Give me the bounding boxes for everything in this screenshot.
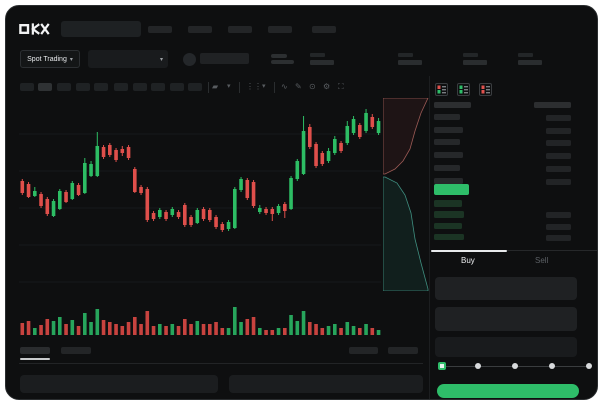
slider-stop[interactable] <box>512 363 518 369</box>
chevron-down-icon: ▾ <box>159 56 163 63</box>
toolbar-divider <box>208 82 209 93</box>
bid-price-bar[interactable] <box>434 222 462 230</box>
nav-item[interactable] <box>268 26 292 33</box>
slider-stop[interactable] <box>438 362 446 370</box>
ask-price-bar[interactable] <box>434 126 463 133</box>
settings-icon[interactable]: ⚙ <box>323 82 331 91</box>
app-window: Spot Trading ▾ ▾ ▰ ▾ ⋮⋮ ▾ ∿ ✎ ⊙ ⚙ ⛶ Buy … <box>5 5 598 400</box>
ask-amount-bar <box>546 140 571 147</box>
bid-price-bar[interactable] <box>434 233 464 241</box>
coin-avatar <box>183 53 196 66</box>
amount-input[interactable] <box>435 307 577 331</box>
stat-label-placeholder <box>518 53 533 57</box>
timeframe-button[interactable] <box>133 83 147 91</box>
draw-tool-icon[interactable]: ✎ <box>295 82 302 91</box>
buy-tab-indicator <box>431 249 507 252</box>
bid-price-bar[interactable] <box>434 211 464 218</box>
ask-price-bar[interactable] <box>434 164 460 171</box>
orderbook-trade-panel: Buy Sell <box>431 76 597 399</box>
tab-sell[interactable]: Sell <box>535 256 549 265</box>
tabbar-divider <box>431 250 597 251</box>
timeframe-button[interactable] <box>94 83 108 91</box>
ask-amount-bar <box>546 165 571 172</box>
okx-logo <box>19 21 55 42</box>
market-type-label: Spot Trading <box>27 55 67 63</box>
ask-amount-bar <box>546 127 571 134</box>
timeframe-button[interactable] <box>57 83 71 91</box>
orderbook-price-header <box>434 102 471 108</box>
timeframe-button[interactable] <box>114 83 128 91</box>
bid-amount-bar <box>546 212 571 219</box>
bottom-tab[interactable] <box>61 347 91 354</box>
book-bids-icon[interactable] <box>457 83 470 96</box>
last-price-bar[interactable] <box>434 184 469 195</box>
fullscreen-icon[interactable]: ⛶ <box>338 82 344 91</box>
search-input[interactable] <box>61 21 141 37</box>
ask-price-bar[interactable] <box>434 152 463 159</box>
slider-stop[interactable] <box>549 363 555 369</box>
book-asks-icon[interactable] <box>479 83 492 96</box>
stat-label-placeholder <box>398 53 413 57</box>
ask-amount-bar <box>546 178 571 185</box>
stat-label-placeholder <box>463 53 478 57</box>
timeframe-button[interactable] <box>151 83 165 91</box>
timeframe-button[interactable] <box>38 83 52 91</box>
nav-item[interactable] <box>228 26 252 33</box>
market-type-dropdown[interactable]: Spot Trading ▾ <box>20 50 80 68</box>
candlestick-chart[interactable] <box>19 99 381 341</box>
nav-item[interactable] <box>188 26 212 33</box>
bottom-divider <box>19 363 423 364</box>
bottom-toolbar-item[interactable] <box>388 347 418 354</box>
bid-amount-bar <box>546 223 571 230</box>
chevron-down-icon: ▾ <box>69 56 73 63</box>
candle-style-icon[interactable]: ▰ <box>212 82 219 91</box>
change-placeholder <box>271 54 287 58</box>
timeframe-button[interactable] <box>20 83 34 91</box>
tab-buy[interactable]: Buy <box>461 256 475 265</box>
ask-price-bar[interactable] <box>434 139 460 146</box>
nav-item[interactable] <box>148 26 172 33</box>
ask-amount-bar <box>546 153 571 160</box>
bottom-toolbar-item[interactable] <box>349 347 378 354</box>
toolbar-divider <box>239 82 240 93</box>
timeframe-button[interactable] <box>188 83 202 91</box>
nav-item[interactable] <box>312 26 336 33</box>
indicator-icon[interactable]: ⋮⋮ <box>246 82 262 91</box>
history-panel-placeholder <box>229 375 423 393</box>
total-input[interactable] <box>435 337 577 357</box>
chevron-down-icon[interactable]: ▾ <box>262 83 266 90</box>
last-price-placeholder <box>200 53 249 64</box>
bid-price-bar[interactable] <box>434 200 462 207</box>
slider-stop[interactable] <box>475 363 481 369</box>
toolbar-divider <box>274 82 275 93</box>
stat-value-placeholder <box>463 60 487 65</box>
change-value-placeholder <box>271 60 294 64</box>
chevron-down-icon[interactable]: ▾ <box>227 83 231 90</box>
orders-panel-placeholder <box>20 375 218 393</box>
panel-divider <box>429 76 430 399</box>
depth-overlay <box>383 98 429 291</box>
ask-price-bar[interactable] <box>434 114 460 120</box>
bottom-tab-active[interactable] <box>20 347 50 354</box>
timeframe-button[interactable] <box>170 83 184 91</box>
stat-value-placeholder <box>398 60 422 65</box>
book-split-icon[interactable] <box>435 83 448 96</box>
bid-amount-bar <box>546 234 571 241</box>
timeframe-button[interactable] <box>76 83 90 91</box>
slider-stop[interactable] <box>586 363 592 369</box>
price-input[interactable] <box>435 277 577 300</box>
pair-selector-dropdown[interactable]: ▾ <box>88 50 168 68</box>
ask-amount-bar <box>546 115 571 121</box>
stat-value-placeholder <box>518 60 542 65</box>
orderbook-amount-header <box>534 102 571 108</box>
line-tool-icon[interactable]: ∿ <box>281 82 288 91</box>
ask-price-bar[interactable] <box>434 177 463 184</box>
screenshot-icon[interactable]: ⊙ <box>309 82 316 91</box>
stat-label-placeholder <box>310 53 325 57</box>
stat-value-placeholder <box>310 60 334 65</box>
buy-submit-button[interactable] <box>437 384 579 398</box>
bottom-tab-underline <box>20 358 50 360</box>
